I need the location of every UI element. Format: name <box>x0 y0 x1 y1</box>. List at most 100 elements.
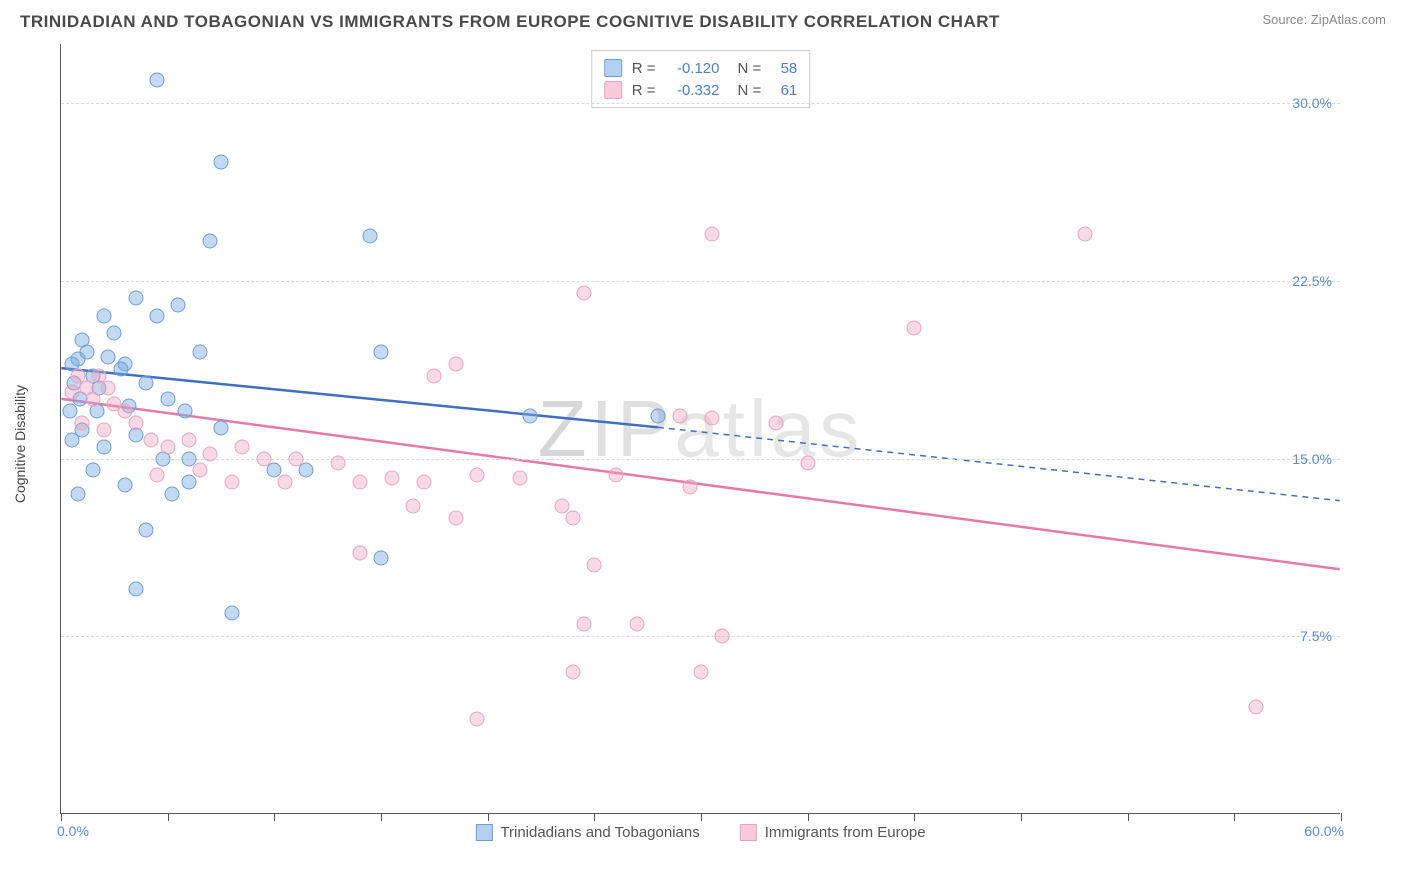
data-point <box>576 617 591 632</box>
x-min-label: 0.0% <box>57 823 89 839</box>
data-point <box>96 309 111 324</box>
data-point <box>128 416 143 431</box>
chart-wrap: Cognitive Disability ZIPatlas R = -0.120… <box>42 44 1386 844</box>
data-point <box>182 475 197 490</box>
gridline <box>61 636 1340 637</box>
data-point <box>630 617 645 632</box>
series-legend: Trinidadians and Tobagonians Immigrants … <box>475 824 925 841</box>
y-tick-label: 30.0% <box>1292 95 1332 111</box>
data-point <box>715 629 730 644</box>
swatch-pink-icon <box>604 81 622 99</box>
data-point <box>683 480 698 495</box>
x-max-label: 60.0% <box>1304 823 1344 839</box>
legend-row-blue: R = -0.120 N = 58 <box>604 57 798 79</box>
data-point <box>512 470 527 485</box>
data-point <box>256 451 271 466</box>
data-point <box>352 475 367 490</box>
data-point <box>416 475 431 490</box>
x-tick <box>488 813 489 821</box>
data-point <box>374 345 389 360</box>
data-point <box>608 468 623 483</box>
correlation-legend: R = -0.120 N = 58 R = -0.332 N = 61 <box>591 50 811 108</box>
data-point <box>118 477 133 492</box>
y-axis-label: Cognitive Disability <box>12 385 28 503</box>
data-point <box>64 432 79 447</box>
y-tick-label: 15.0% <box>1292 451 1332 467</box>
data-point <box>470 468 485 483</box>
data-point <box>672 408 687 423</box>
data-point <box>86 463 101 478</box>
plot-area: ZIPatlas R = -0.120 N = 58 R = -0.332 N … <box>60 44 1340 814</box>
n-value-blue: 58 <box>771 60 797 77</box>
x-tick <box>381 813 382 821</box>
data-point <box>1078 226 1093 241</box>
data-point <box>75 416 90 431</box>
data-point <box>139 375 154 390</box>
x-tick <box>274 813 275 821</box>
data-point <box>224 605 239 620</box>
data-point <box>448 510 463 525</box>
data-point <box>177 404 192 419</box>
r-value-blue: -0.120 <box>666 60 720 77</box>
data-point <box>448 356 463 371</box>
gridline <box>61 281 1340 282</box>
data-point <box>139 522 154 537</box>
legend-item-blue: Trinidadians and Tobagonians <box>475 824 699 841</box>
data-point <box>331 456 346 471</box>
data-point <box>164 487 179 502</box>
data-point <box>278 475 293 490</box>
swatch-blue-icon <box>604 59 622 77</box>
data-point <box>160 439 175 454</box>
y-tick-label: 22.5% <box>1292 273 1332 289</box>
data-point <box>150 468 165 483</box>
x-tick <box>701 813 702 821</box>
data-point <box>192 463 207 478</box>
data-point <box>523 408 538 423</box>
data-point <box>96 439 111 454</box>
x-tick <box>914 813 915 821</box>
trend-lines <box>61 44 1340 813</box>
data-point <box>374 551 389 566</box>
data-point <box>62 404 77 419</box>
data-point <box>113 361 128 376</box>
data-point <box>214 420 229 435</box>
data-point <box>203 233 218 248</box>
data-point <box>214 155 229 170</box>
data-point <box>224 475 239 490</box>
data-point <box>100 349 115 364</box>
data-point <box>427 368 442 383</box>
data-point <box>171 297 186 312</box>
data-point <box>235 439 250 454</box>
data-point <box>768 416 783 431</box>
data-point <box>406 499 421 514</box>
legend-row-pink: R = -0.332 N = 61 <box>604 79 798 101</box>
y-tick-label: 7.5% <box>1300 628 1332 644</box>
data-point <box>470 712 485 727</box>
x-tick <box>1234 813 1235 821</box>
n-value-pink: 61 <box>771 82 797 99</box>
data-point <box>352 546 367 561</box>
r-value-pink: -0.332 <box>666 82 720 99</box>
x-tick <box>61 813 62 821</box>
data-point <box>107 326 122 341</box>
data-point <box>128 290 143 305</box>
data-point <box>1248 700 1263 715</box>
legend-label-blue: Trinidadians and Tobagonians <box>500 824 699 841</box>
swatch-blue-icon <box>475 824 492 841</box>
data-point <box>64 385 79 400</box>
source-label: Source: ZipAtlas.com <box>1262 12 1386 27</box>
x-tick <box>1021 813 1022 821</box>
data-point <box>288 451 303 466</box>
data-point <box>651 408 666 423</box>
gridline <box>61 103 1340 104</box>
data-point <box>363 228 378 243</box>
data-point <box>704 411 719 426</box>
swatch-pink-icon <box>740 824 757 841</box>
data-point <box>203 446 218 461</box>
data-point <box>75 333 90 348</box>
data-point <box>128 581 143 596</box>
data-point <box>694 664 709 679</box>
x-tick <box>1128 813 1129 821</box>
data-point <box>566 510 581 525</box>
chart-title: TRINIDADIAN AND TOBAGONIAN VS IMMIGRANTS… <box>20 12 1000 32</box>
